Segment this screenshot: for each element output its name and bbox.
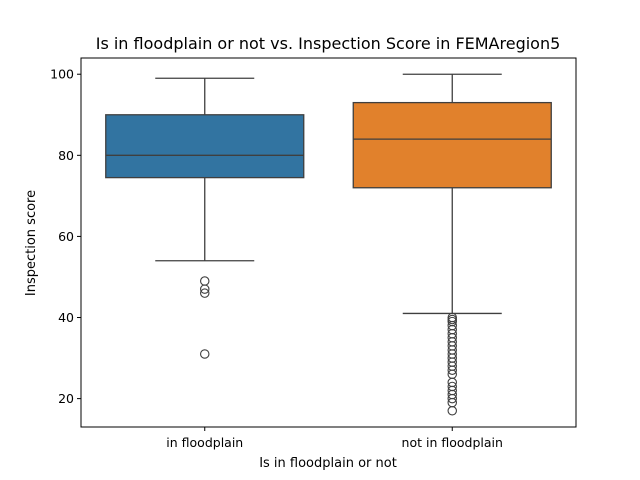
- y-tick-label: 100: [50, 67, 74, 82]
- chart-title: Is in floodplain or not vs. Inspection S…: [96, 34, 561, 53]
- x-axis-label: Is in floodplain or not: [259, 456, 397, 471]
- y-axis-label: Inspection score: [24, 190, 39, 296]
- outlier-point-in-floodplain: [200, 349, 210, 359]
- plot-frame: [80, 57, 577, 428]
- x-tick-label: in floodplain: [166, 435, 243, 450]
- outlier-point-in-floodplain: [200, 288, 210, 298]
- y-tick-label: 60: [58, 229, 74, 244]
- y-tick-label: 80: [58, 148, 74, 163]
- y-tick-label: 20: [58, 391, 74, 406]
- x-tick-label: not in floodplain: [402, 435, 503, 450]
- y-tick-label: 40: [58, 310, 74, 325]
- plot-area: 20 40 60 80 100 in floodplain not in floodplai…: [50, 67, 552, 450]
- outlier-point-not-in-floodplain: [447, 393, 457, 404]
- outlier-point-in-floodplain: [200, 284, 210, 294]
- outlier-point-in-floodplain: [200, 276, 210, 286]
- outlier-point-not-in-floodplain: [447, 365, 457, 375]
- outlier-point-not-in-floodplain: [447, 406, 457, 416]
- box-in-floodplain: [105, 114, 305, 179]
- box-not-in-floodplain: [352, 101, 552, 189]
